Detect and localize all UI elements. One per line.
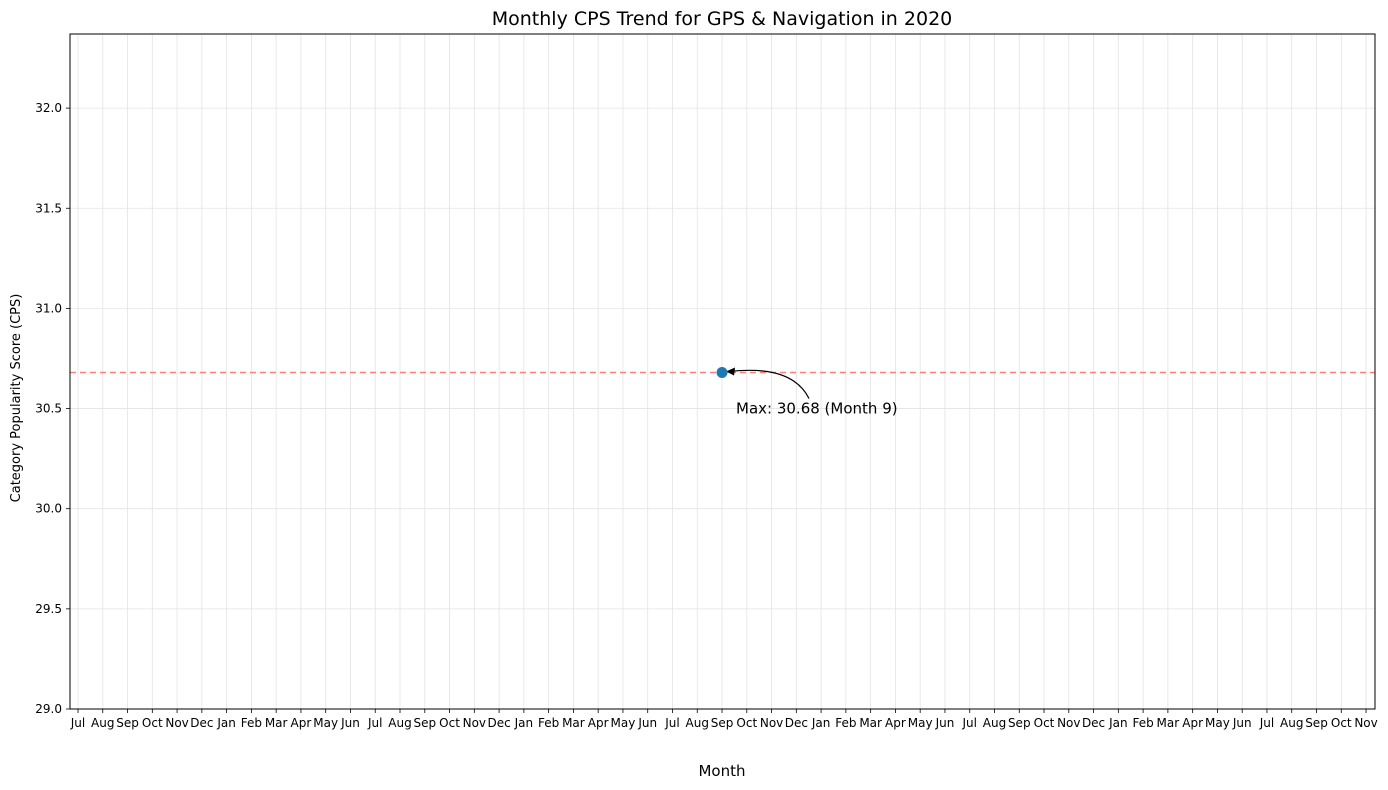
x-tick-label: Jan <box>1108 716 1128 730</box>
x-tick-label: Dec <box>785 716 808 730</box>
x-tick-label: Sep <box>1305 716 1328 730</box>
y-tick-label: 31.5 <box>35 201 62 215</box>
x-tick-label: Nov <box>1057 716 1080 730</box>
x-tick-label: Aug <box>91 716 114 730</box>
x-tick-label: Apr <box>1182 716 1203 730</box>
x-tick-label: Mar <box>265 716 288 730</box>
x-tick-label: Oct <box>736 716 757 730</box>
x-tick-label: Nov <box>463 716 486 730</box>
x-tick-label: Feb <box>1132 716 1153 730</box>
x-tick-label: Aug <box>388 716 411 730</box>
x-tick-label: Jun <box>935 716 955 730</box>
y-axis-ticks: 29.0 29.5 30.0 30.5 31.0 31.5 32.0 <box>35 101 70 716</box>
max-annotation: Max: 30.68 (Month 9) <box>736 400 898 418</box>
x-tick-label: Mar <box>1157 716 1180 730</box>
x-tick-label: Mar <box>859 716 882 730</box>
y-axis-label: Category Popularity Score (CPS) <box>9 294 24 503</box>
x-tick-label: Jan <box>514 716 534 730</box>
x-tick-label: Dec <box>487 716 510 730</box>
x-tick-label: Jul <box>367 716 382 730</box>
x-tick-label: May <box>611 716 636 730</box>
x-tick-label: Jan <box>811 716 831 730</box>
x-tick-label: Nov <box>760 716 783 730</box>
y-tick-label: 30.0 <box>35 502 62 516</box>
y-gridlines <box>70 107 1375 710</box>
x-tick-label: Jul <box>70 716 85 730</box>
x-gridlines <box>77 34 1367 709</box>
x-tick-label: Aug <box>983 716 1006 730</box>
x-tick-label: Sep <box>1008 716 1031 730</box>
y-tick-label: 32.0 <box>35 101 62 115</box>
x-tick-label: Feb <box>835 716 856 730</box>
data-point <box>716 367 728 379</box>
x-tick-label: Aug <box>1280 716 1303 730</box>
chart-title: Monthly CPS Trend for GPS & Navigation i… <box>492 8 953 30</box>
y-tick-label: 29.0 <box>35 702 62 716</box>
x-tick-label: May <box>313 716 338 730</box>
x-tick-label: Oct <box>439 716 460 730</box>
x-tick-label: Dec <box>1082 716 1105 730</box>
x-tick-label: Jul <box>664 716 679 730</box>
x-tick-label: Feb <box>241 716 262 730</box>
x-tick-label: Oct <box>1331 716 1352 730</box>
x-tick-label: May <box>908 716 933 730</box>
plot-frame <box>69 33 1376 710</box>
annotation-arrowhead <box>726 367 736 376</box>
x-tick-label: Sep <box>116 716 139 730</box>
x-tick-label: Jun <box>637 716 657 730</box>
x-tick-label: Aug <box>686 716 709 730</box>
x-tick-label: Oct <box>1034 716 1055 730</box>
x-tick-label: Mar <box>562 716 585 730</box>
x-tick-label: Apr <box>885 716 906 730</box>
x-tick-label: Jun <box>1232 716 1252 730</box>
x-tick-label: Apr <box>291 716 312 730</box>
x-tick-label: Jul <box>1259 716 1274 730</box>
y-tick-label: 30.5 <box>35 402 62 416</box>
x-tick-label: Feb <box>538 716 559 730</box>
data-points <box>716 367 728 379</box>
x-tick-label: Oct <box>142 716 163 730</box>
x-tick-label: Jan <box>216 716 236 730</box>
y-tick-label: 31.0 <box>35 301 62 315</box>
annotation-arrow <box>729 369 810 399</box>
x-axis-ticks: Jul Aug Sep Oct Nov Dec Jan Feb Mar Apr May Jun Jul A… <box>70 709 1378 730</box>
x-tick-label: Jun <box>340 716 360 730</box>
x-tick-label: Nov <box>1354 716 1377 730</box>
x-tick-label: Jul <box>961 716 976 730</box>
x-tick-label: Dec <box>190 716 213 730</box>
x-tick-label: May <box>1205 716 1230 730</box>
x-tick-label: Nov <box>165 716 188 730</box>
x-axis-label: Month <box>698 762 745 780</box>
x-tick-label: Sep <box>711 716 734 730</box>
x-tick-label: Sep <box>413 716 436 730</box>
x-tick-label: Apr <box>588 716 609 730</box>
y-tick-label: 29.5 <box>35 602 62 616</box>
